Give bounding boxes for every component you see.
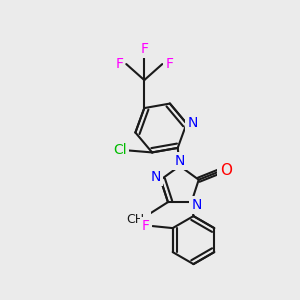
Text: O: O: [220, 163, 232, 178]
Text: Cl: Cl: [113, 143, 127, 158]
Text: N: N: [191, 198, 202, 212]
Text: N: N: [151, 170, 161, 184]
Text: N: N: [188, 116, 198, 130]
Text: F: F: [142, 219, 150, 233]
Text: N: N: [175, 154, 185, 168]
Text: F: F: [115, 57, 123, 71]
Text: CH₃: CH₃: [126, 213, 149, 226]
Text: F: F: [140, 42, 148, 56]
Text: F: F: [165, 57, 173, 71]
